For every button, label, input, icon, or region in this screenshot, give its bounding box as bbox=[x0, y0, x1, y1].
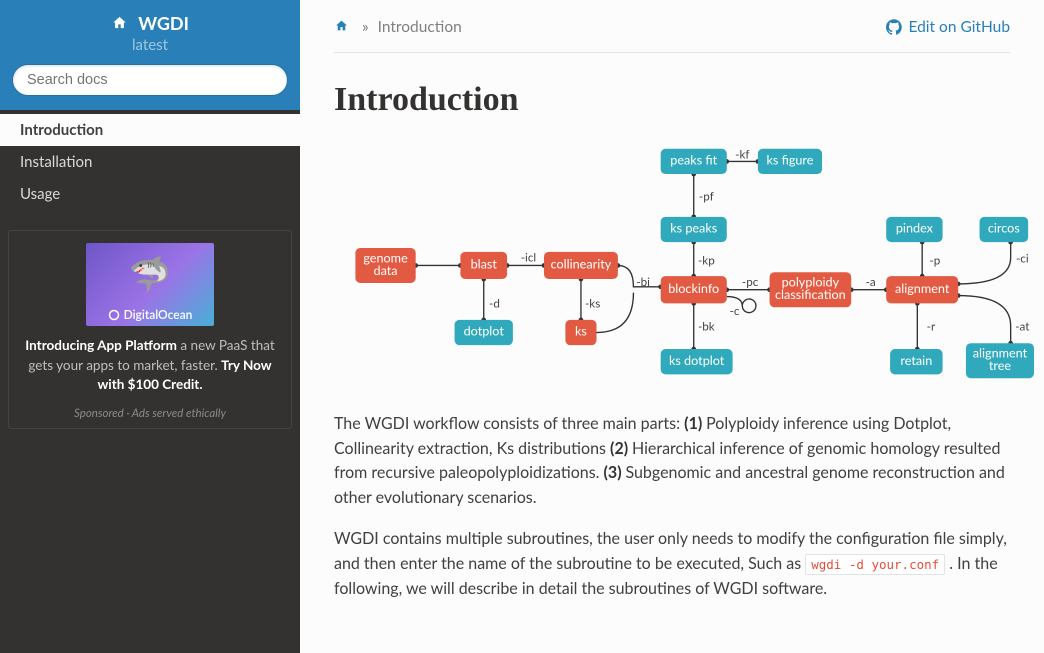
svg-text:pindex: pindex bbox=[896, 221, 934, 236]
breadcrumb-sep: » bbox=[362, 18, 369, 36]
home-icon bbox=[111, 13, 132, 34]
nav-item-usage[interactable]: Usage bbox=[0, 178, 300, 210]
svg-text:ks peaks: ks peaks bbox=[670, 221, 717, 236]
github-icon bbox=[886, 19, 902, 35]
sidebar-nav: Introduction Installation Usage bbox=[0, 110, 300, 210]
svg-text:-bk: -bk bbox=[698, 320, 715, 334]
svg-text:dotplot: dotplot bbox=[464, 324, 505, 339]
svg-text:-kp: -kp bbox=[698, 254, 715, 268]
sidebar-header: WGDI latest bbox=[0, 0, 300, 110]
sidebar: WGDI latest Introduction Installation Us… bbox=[0, 0, 300, 653]
svg-text:-ks: -ks bbox=[585, 296, 600, 310]
svg-text:alignment: alignment bbox=[895, 281, 950, 296]
ad-image: 🦈 DigitalOcean bbox=[86, 243, 214, 326]
github-link-label: Edit on GitHub bbox=[908, 18, 1010, 36]
version-label: latest bbox=[12, 36, 288, 64]
svg-text:-r: -r bbox=[927, 320, 936, 334]
svg-text:data: data bbox=[374, 263, 398, 278]
ad-copy: Introducing App Platform a new PaaS that… bbox=[21, 336, 279, 405]
svg-text:blast: blast bbox=[471, 257, 498, 272]
svg-text:-kf: -kf bbox=[735, 148, 749, 162]
svg-text:-at: -at bbox=[1015, 320, 1030, 334]
intro-paragraph-2: WGDI contains multiple subroutines, the … bbox=[334, 527, 1010, 601]
intro-paragraph-1: The WGDI workflow consists of three main… bbox=[334, 412, 1010, 511]
edit-on-github-link[interactable]: Edit on GitHub bbox=[886, 18, 1010, 36]
svg-text:-pc: -pc bbox=[742, 275, 759, 289]
breadcrumb-page: Introduction bbox=[378, 18, 462, 36]
svg-text:blockinfo: blockinfo bbox=[668, 281, 719, 296]
nav-item-installation[interactable]: Installation bbox=[0, 146, 300, 178]
home-icon[interactable] bbox=[334, 18, 353, 36]
svg-text:-icl: -icl bbox=[521, 251, 536, 265]
svg-text:collinearity: collinearity bbox=[551, 257, 612, 272]
svg-text:-a: -a bbox=[866, 275, 876, 289]
svg-text:ks dotplot: ks dotplot bbox=[669, 353, 725, 368]
svg-text:tree: tree bbox=[989, 358, 1012, 373]
main-content: » Introduction Edit on GitHub Introducti… bbox=[300, 0, 1044, 653]
svg-text:-d: -d bbox=[489, 296, 500, 310]
svg-text:-c: -c bbox=[730, 304, 740, 318]
svg-text:-ci: -ci bbox=[1016, 252, 1029, 266]
shark-icon: 🦈 bbox=[129, 253, 171, 295]
ad-footer: Sponsored · Ads served ethically bbox=[21, 405, 279, 420]
workflow-diagram: -icl -d -ks -bi -kp -pf -kf -bk -pc -c -a -p -r -ci -a… bbox=[334, 141, 1034, 394]
ad-image-brand: DigitalOcean bbox=[108, 307, 193, 322]
brand-text: WGDI bbox=[138, 12, 189, 34]
example-command: wgdi -d your.conf bbox=[805, 554, 945, 575]
svg-text:peaks fit: peaks fit bbox=[670, 153, 717, 168]
nav-item-introduction[interactable]: Introduction bbox=[0, 114, 300, 146]
svg-text:-p: -p bbox=[929, 254, 940, 268]
svg-text:-bi: -bi bbox=[636, 275, 650, 289]
svg-text:classification: classification bbox=[775, 287, 846, 302]
search-input[interactable] bbox=[12, 64, 288, 96]
svg-text:ks figure: ks figure bbox=[766, 153, 813, 168]
breadcrumb: » Introduction bbox=[334, 18, 462, 36]
breadcrumb-bar: » Introduction Edit on GitHub bbox=[334, 0, 1010, 53]
brand-link[interactable]: WGDI bbox=[12, 8, 288, 36]
page-title: Introduction bbox=[334, 81, 1010, 119]
svg-text:circos: circos bbox=[988, 221, 1020, 236]
svg-text:-pf: -pf bbox=[699, 189, 714, 203]
ethical-ad[interactable]: 🦈 DigitalOcean Introducing App Platform … bbox=[8, 230, 292, 429]
svg-text:ks: ks bbox=[575, 324, 587, 339]
svg-text:retain: retain bbox=[900, 353, 932, 368]
